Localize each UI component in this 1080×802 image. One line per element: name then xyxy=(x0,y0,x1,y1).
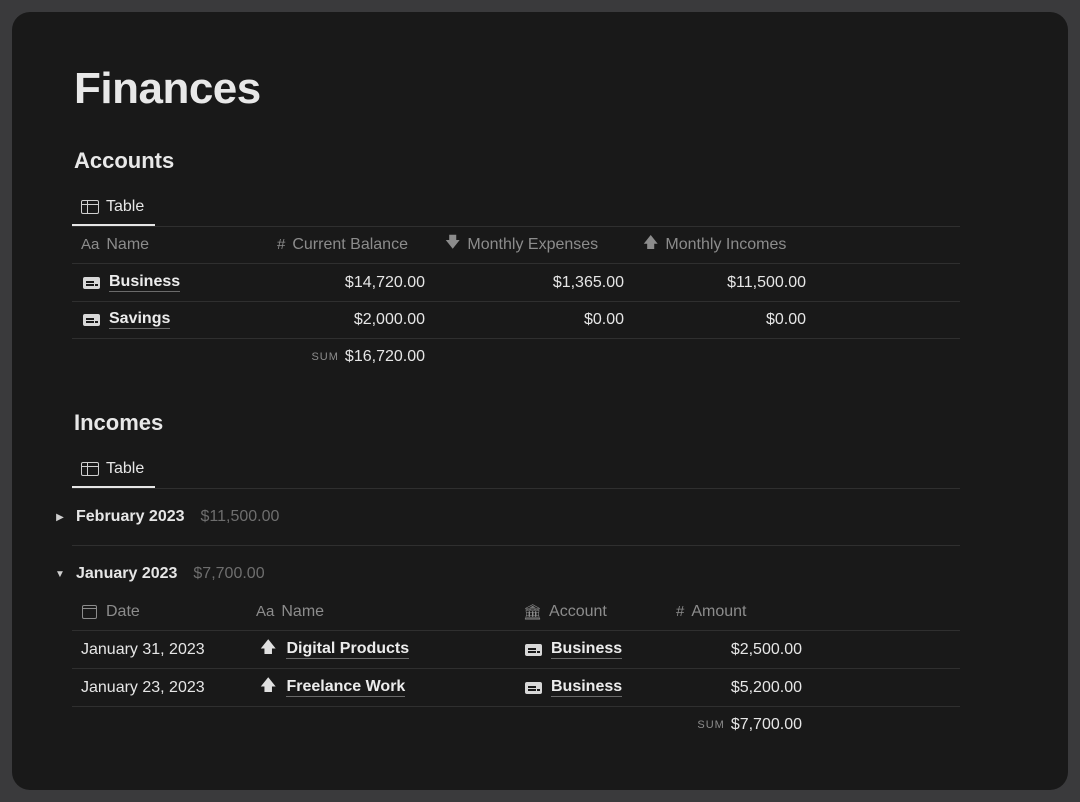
arrow-up-icon: 🡅 xyxy=(260,677,277,694)
amount-cell: $2,500.00 xyxy=(730,640,802,658)
incomes-sum[interactable]: SUM $7,700.00 xyxy=(697,715,802,733)
table-row[interactable]: Business $14,720.00 $1,365.00 $11,500.00 xyxy=(72,264,960,302)
account-name-cell[interactable]: Business xyxy=(83,264,181,301)
arrow-down-icon: 🡇 xyxy=(445,234,461,251)
text-type-icon: Aa xyxy=(256,603,275,620)
group-label: February 2023 xyxy=(76,508,185,525)
column-header-name[interactable]: Aa Name xyxy=(81,235,150,254)
column-header-current-balance[interactable]: # Current Balance xyxy=(277,235,408,254)
table-row[interactable]: Savings $2,000.00 $0.00 $0.00 xyxy=(72,301,960,339)
table-icon xyxy=(81,200,99,214)
income-name-cell[interactable]: 🡅 Freelance Work xyxy=(260,669,406,706)
text-type-icon: Aa xyxy=(81,236,100,253)
table-row[interactable]: January 31, 2023 🡅 Digital Products Busi… xyxy=(72,631,960,669)
accounts-table-view-tab[interactable]: Table xyxy=(72,190,155,226)
account-cell[interactable]: Business xyxy=(525,631,623,668)
credit-card-icon xyxy=(83,276,100,289)
income-name-cell[interactable]: 🡅 Digital Products xyxy=(260,631,410,668)
arrow-up-icon: 🡅 xyxy=(643,234,659,251)
credit-card-icon xyxy=(525,681,542,694)
monthly-expenses-cell: $1,365.00 xyxy=(552,273,624,291)
table-icon xyxy=(81,462,99,476)
calendar-icon xyxy=(82,604,97,619)
group-january-2023[interactable]: ▼ January 2023 $7,700.00 xyxy=(52,558,265,590)
date-cell: January 31, 2023 xyxy=(81,640,205,658)
amount-cell: $5,200.00 xyxy=(730,678,802,696)
page-title: Finances xyxy=(74,64,261,113)
incomes-view-tabs: Table xyxy=(72,452,960,489)
group-total: $11,500.00 xyxy=(200,508,280,525)
credit-card-icon xyxy=(83,313,100,326)
incomes-header-row: Date Aa Name 🏛 Account # Amount xyxy=(72,593,960,631)
caret-right-icon[interactable]: ▶ xyxy=(56,511,64,523)
date-cell: January 23, 2023 xyxy=(81,678,205,696)
group-february-2023[interactable]: ▶ February 2023 $11,500.00 xyxy=(52,501,279,533)
view-tab-label: Table xyxy=(106,460,145,477)
accounts-sum[interactable]: SUM $16,720.00 xyxy=(311,347,425,365)
accounts-view-tabs: Table xyxy=(72,190,960,227)
current-balance-cell: $2,000.00 xyxy=(353,310,425,328)
view-tab-label: Table xyxy=(106,198,145,215)
number-type-icon: # xyxy=(676,603,685,620)
app-window: Finances Accounts Table Aa Name # Curren… xyxy=(12,12,1068,790)
table-row[interactable]: January 23, 2023 🡅 Freelance Work Busine… xyxy=(72,669,960,707)
group-total: $7,700.00 xyxy=(193,565,265,582)
number-type-icon: # xyxy=(277,236,286,253)
accounts-header-row: Aa Name # Current Balance 🡇 Monthly Expe… xyxy=(72,226,960,264)
incomes-table-view-tab[interactable]: Table xyxy=(72,452,155,488)
bank-icon: 🏛 xyxy=(523,603,543,621)
current-balance-cell: $14,720.00 xyxy=(344,273,425,291)
column-header-monthly-expenses[interactable]: 🡇 Monthly Expenses xyxy=(445,226,598,263)
column-header-amount[interactable]: # Amount xyxy=(676,602,747,621)
monthly-incomes-cell: $0.00 xyxy=(765,310,806,328)
monthly-incomes-cell: $11,500.00 xyxy=(727,273,806,291)
arrow-up-icon: 🡅 xyxy=(260,639,277,656)
group-label: January 2023 xyxy=(76,565,178,582)
column-header-monthly-incomes[interactable]: 🡅 Monthly Incomes xyxy=(643,226,786,263)
monthly-expenses-cell: $0.00 xyxy=(583,310,624,328)
group-divider xyxy=(72,545,960,546)
account-cell[interactable]: Business xyxy=(525,669,623,706)
caret-down-icon[interactable]: ▼ xyxy=(55,568,65,580)
column-header-account[interactable]: 🏛 Account xyxy=(523,602,607,621)
account-name-cell[interactable]: Savings xyxy=(83,301,171,338)
accounts-title: Accounts xyxy=(74,148,175,173)
credit-card-icon xyxy=(525,643,542,656)
column-header-name[interactable]: Aa Name xyxy=(256,602,325,621)
incomes-title: Incomes xyxy=(74,410,164,435)
column-header-date[interactable]: Date xyxy=(82,593,140,630)
